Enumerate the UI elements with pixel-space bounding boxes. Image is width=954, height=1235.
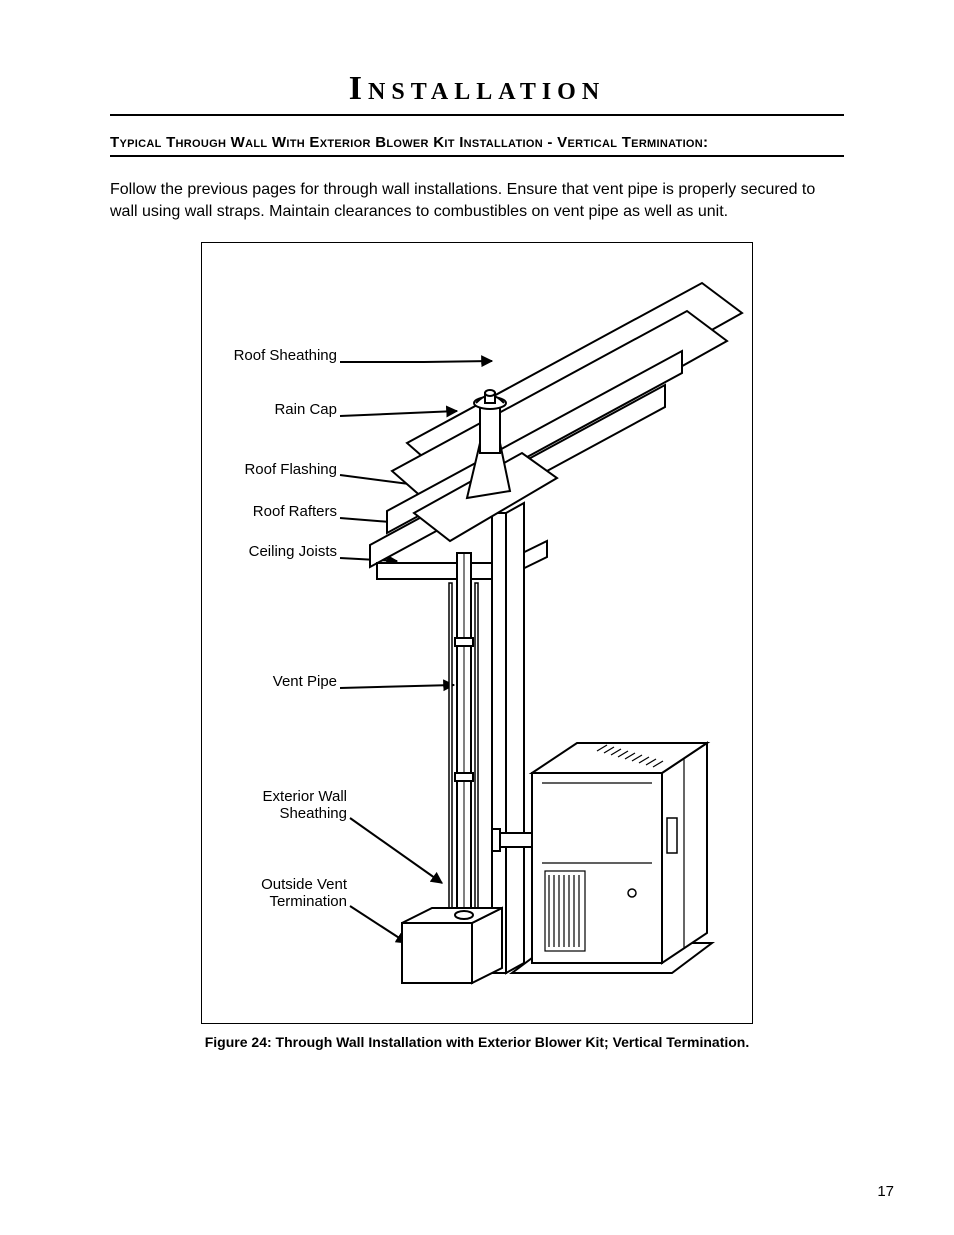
page-number: 17 bbox=[877, 1183, 894, 1200]
subheading-rule: Typical Through Wall With Exterior Blowe… bbox=[110, 134, 844, 157]
figure-diagram: Roof Sheathing Rain Cap Roof Flashing Ro… bbox=[201, 242, 753, 1024]
body-paragraph: Follow the previous pages for through wa… bbox=[110, 179, 844, 222]
installation-diagram-svg bbox=[202, 243, 752, 1023]
section-subheading: Typical Through Wall With Exterior Blowe… bbox=[110, 134, 844, 151]
figure-caption: Figure 24: Through Wall Installation wit… bbox=[60, 1034, 894, 1050]
page-title: Installation bbox=[110, 70, 844, 116]
page: Installation Typical Through Wall With E… bbox=[0, 0, 954, 1235]
